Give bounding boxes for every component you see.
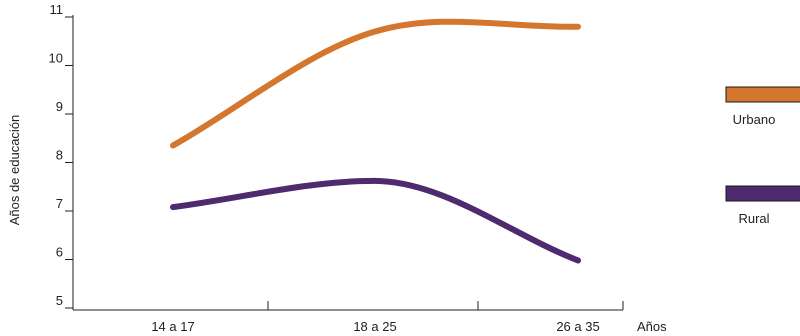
- y-axis: 5 6 7 8 9 10 11: [49, 2, 74, 310]
- y-tick-label: 7: [56, 196, 63, 211]
- legend-label-urbano: Urbano: [733, 112, 776, 127]
- y-tick-label: 6: [56, 245, 63, 260]
- x-tick-label: 26 a 35: [556, 319, 599, 334]
- y-tick-label: 10: [49, 51, 63, 66]
- x-axis-title: Años: [637, 319, 667, 334]
- legend-label-rural: Rural: [738, 211, 769, 226]
- x-tick-label: 14 a 17: [151, 319, 194, 334]
- series-line-urbano: [170, 18, 581, 149]
- legend-swatch-urbano: [725, 86, 800, 103]
- y-tick-label: 11: [50, 2, 64, 17]
- legend: Urbano Rural: [725, 86, 800, 226]
- x-tick-label: 18 a 25: [353, 319, 396, 334]
- series-lines: [170, 18, 581, 264]
- legend-swatch-rural: [725, 185, 800, 202]
- y-tick-label: 9: [56, 99, 63, 114]
- x-axis: 14 a 17 18 a 25 26 a 35: [72, 301, 624, 334]
- y-tick-label: 5: [56, 293, 63, 308]
- y-tick-label: 8: [56, 148, 63, 163]
- series-line-rural: [170, 177, 581, 264]
- y-axis-title: Años de educación: [7, 115, 22, 226]
